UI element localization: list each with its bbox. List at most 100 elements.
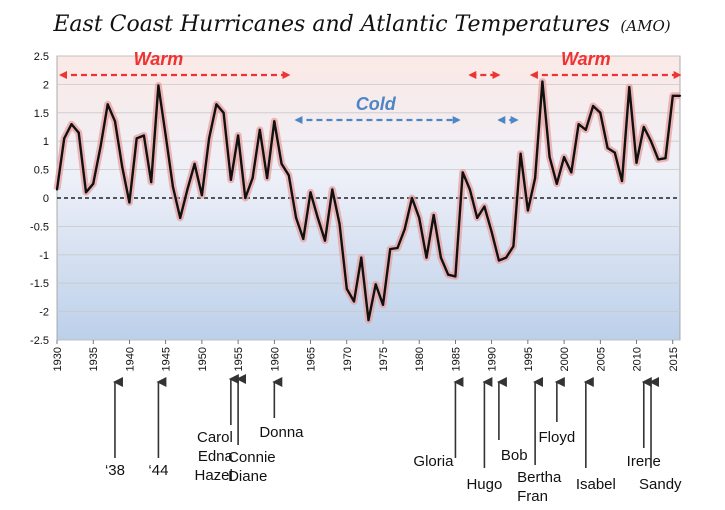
y-tick-label: -0.5 (30, 221, 49, 233)
x-tick-label: 1990 (487, 347, 499, 371)
data-point (389, 248, 392, 251)
data-point (164, 134, 167, 137)
data-point (512, 245, 515, 248)
data-point (84, 191, 88, 194)
data-point (244, 196, 247, 200)
chart-title: East Coast Hurricanes and Atlantic Tempe… (52, 12, 670, 37)
y-axis: 2.5 2 1.5 1 0.5 0 -0.5 -1 -1.5 -2 -2.5 (30, 51, 49, 347)
data-point (606, 146, 609, 150)
hurricane-label: Bertha (517, 469, 562, 486)
x-tick-label: 1975 (378, 347, 390, 371)
data-point (367, 319, 370, 322)
data-point (396, 246, 399, 250)
y-tick-label: 2.5 (34, 51, 49, 63)
data-point (345, 287, 348, 290)
data-point (635, 161, 638, 164)
phase-annotations: Warm Warm Cold (59, 49, 682, 124)
data-point (208, 137, 211, 140)
data-point (425, 256, 428, 259)
data-point (519, 152, 522, 155)
data-point (418, 216, 421, 219)
x-tick-label: 1985 (450, 347, 462, 371)
data-point (150, 181, 153, 184)
data-point (200, 194, 203, 197)
data-point (432, 213, 435, 217)
data-point (374, 283, 377, 286)
data-point (135, 137, 138, 140)
data-point (584, 128, 587, 131)
hurricane-label: Bob (501, 447, 528, 464)
hurricane-label: Sandy (639, 476, 682, 493)
x-tick-label: 1950 (197, 347, 209, 371)
data-point (237, 134, 240, 137)
data-point (352, 300, 356, 303)
hurricane-label: Connie (228, 449, 276, 466)
data-point (657, 158, 660, 161)
data-point (302, 237, 305, 240)
chart-title-text: East Coast Hurricanes and Atlantic Tempe… (52, 12, 610, 37)
data-point (476, 216, 479, 219)
data-point (266, 177, 269, 180)
data-point (92, 182, 95, 185)
data-point (592, 104, 595, 108)
data-point (664, 157, 667, 160)
data-point (273, 120, 276, 123)
data-point (599, 111, 602, 114)
hurricane-label: Floyd (539, 429, 576, 446)
data-point (483, 205, 486, 208)
data-point (454, 275, 457, 278)
data-point (55, 188, 59, 191)
hurricane-label: Carol (197, 429, 233, 446)
data-point (70, 123, 73, 126)
data-point (541, 80, 544, 83)
data-point (171, 185, 174, 188)
data-point (678, 94, 682, 97)
data-point (229, 178, 232, 181)
data-point (447, 273, 450, 276)
hurricane-label: Hugo (466, 476, 502, 493)
hurricane-label: Irene (627, 453, 661, 470)
data-point (309, 191, 312, 194)
data-point (280, 162, 283, 165)
x-tick-label: 2010 (632, 347, 644, 371)
data-point (338, 222, 341, 225)
data-point (121, 165, 124, 168)
data-point (439, 256, 442, 259)
data-point (360, 256, 363, 259)
y-tick-label: 1.5 (34, 108, 49, 120)
data-point (577, 123, 580, 126)
hurricane-label: Diane (228, 468, 267, 485)
x-tick-label: 2015 (668, 347, 680, 371)
phase-label: Warm (134, 49, 184, 69)
x-tick-label: 1995 (523, 347, 535, 371)
x-tick-label: 1965 (306, 347, 318, 371)
hurricane-label: ‘38 (105, 462, 125, 479)
hurricane-label: Gloria (413, 453, 454, 470)
y-tick-label: -2 (39, 307, 49, 319)
data-point (258, 128, 261, 131)
data-point (106, 103, 109, 106)
hurricane-label: Isabel (576, 476, 616, 493)
data-point (505, 256, 508, 259)
y-tick-label: -1 (39, 250, 49, 262)
hurricane-label: ‘44 (148, 462, 168, 479)
data-point (77, 131, 80, 134)
data-point (323, 239, 327, 242)
data-point (251, 177, 254, 180)
phase-label: Warm (561, 49, 611, 69)
x-tick-label: 1945 (161, 347, 173, 371)
x-tick-label: 1940 (124, 347, 136, 371)
data-point (563, 156, 566, 159)
data-point (193, 162, 196, 165)
data-point (628, 86, 631, 89)
y-tick-label: -2.5 (30, 335, 49, 347)
data-point (555, 182, 558, 185)
data-point (526, 209, 530, 212)
svg-text:East Coast Hurricanes and Atla: East Coast Hurricanes and Atlantic Tempe… (52, 12, 670, 37)
y-tick-label: 0.5 (34, 165, 49, 177)
x-tick-label: 2005 (595, 347, 607, 371)
data-point (620, 179, 624, 183)
data-point (99, 145, 102, 148)
data-point (410, 196, 414, 200)
data-point (468, 188, 471, 191)
